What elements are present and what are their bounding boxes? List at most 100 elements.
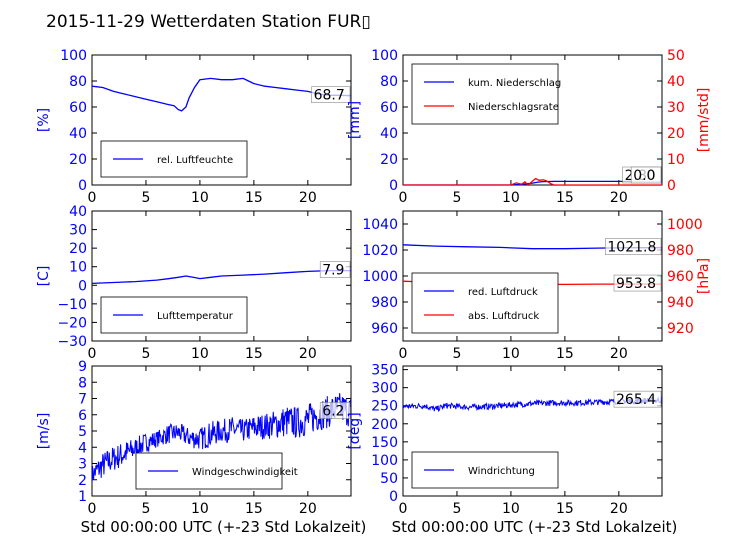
y-tick-label: 0 — [389, 489, 398, 505]
legend-label: red. Luftdruck — [468, 287, 538, 298]
y2-tick-label: 920 — [667, 321, 694, 337]
x-tick-label: 15 — [245, 501, 263, 517]
y-tick-label: 20 — [69, 152, 87, 168]
value-label-box — [630, 166, 662, 184]
legend-label: Windrichtung — [468, 466, 535, 477]
y-tick-label: 0 — [78, 278, 87, 294]
y-tick-label: 20 — [380, 152, 398, 168]
y-tick-label: 0 — [78, 178, 87, 194]
value-label-box — [613, 274, 662, 292]
y-tick-label: 80 — [69, 74, 87, 90]
value-label-box — [319, 402, 351, 419]
x-tick-label: 10 — [191, 501, 209, 517]
x-tick-label: 20 — [299, 501, 317, 517]
legend-box — [411, 272, 559, 334]
y-axis-label: [deg] — [347, 412, 363, 449]
x-tick-label: 10 — [191, 190, 209, 206]
y-tick-label: 1020 — [362, 243, 398, 259]
legend: Windgeschwindigkeit — [135, 452, 298, 490]
y-tick-label: 10 — [69, 260, 87, 276]
y-tick-label: 7 — [78, 392, 87, 408]
x-tick-label: 20 — [610, 501, 628, 517]
value-label: 68.7 — [314, 88, 345, 104]
panel-humidity: 0 5 10 15 20 0 20 40 60 80 100 [%] 68.7 rel. Luftfeuc… — [36, 48, 352, 206]
y-tick-label: 960 — [371, 321, 398, 337]
x-tick-label: 15 — [556, 346, 574, 362]
y-tick-label: 4 — [78, 440, 87, 456]
y-tick-label: 9 — [78, 359, 87, 375]
x-tick-label: 5 — [452, 501, 461, 517]
panel-temperature: 0 5 10 15 20 −30 −20 −10 0 10 20 30 40 [C] 7.9 Lufttemp… — [36, 204, 352, 362]
legend-label: Windgeschwindigkeit — [192, 467, 298, 478]
value-label: 7.9 — [322, 263, 344, 279]
legend: kum. Niederschlag Niederschlagsrate — [411, 63, 561, 125]
x-tick-label: 0 — [88, 190, 97, 206]
x-tick-label: 10 — [502, 190, 520, 206]
legend-label: kum. Niederschlag — [468, 78, 561, 89]
x-tick-label: 5 — [141, 501, 150, 517]
value-label: 0.0 — [633, 168, 655, 184]
y-tick-label: 100 — [371, 453, 398, 469]
x-tick-label: 0 — [88, 501, 97, 517]
x-tick-label: 0 — [88, 346, 97, 362]
y2-axis-label: [mm/std] — [696, 88, 712, 153]
x-tick-label: 10 — [502, 501, 520, 517]
figure-title: 2015-11-29 Wetterdaten Station FUR▯ — [46, 12, 371, 32]
x-tick-label: 5 — [141, 190, 150, 206]
value-label-box — [319, 261, 351, 278]
legend-label: rel. Luftfeuchte — [157, 155, 233, 166]
y2-tick-label: 1000 — [667, 217, 703, 233]
panel-pressure: 0 5 10 15 20 960 980 1000 1020 1040 920 940 960 980 10… — [362, 210, 712, 362]
y-tick-label: 1040 — [362, 217, 398, 233]
legend: rel. Luftfeuchte — [100, 140, 248, 178]
value-label-box — [613, 390, 662, 408]
x-tick-label: 20 — [610, 346, 628, 362]
y-tick-label: 60 — [69, 100, 87, 116]
x-tick-label: 10 — [191, 346, 209, 362]
x-tick-label: 0 — [399, 190, 408, 206]
value-label: 953.8 — [616, 276, 656, 292]
y-tick-label: 80 — [380, 74, 398, 90]
y-tick-label: 1000 — [362, 269, 398, 285]
y-tick-label: −20 — [57, 315, 87, 331]
legend: Lufttemperatur — [100, 296, 248, 334]
x-axis-label: Std 00:00:00 UTC (+-23 Std Lokalzeit) — [392, 518, 678, 536]
y-axis-label: [C] — [36, 266, 52, 287]
y-tick-label: −10 — [57, 297, 87, 313]
value-label-box — [605, 238, 662, 255]
legend-label: Lufttemperatur — [157, 311, 234, 322]
y-axis-label: [mm] — [347, 101, 363, 139]
plot-area — [92, 393, 351, 485]
x-tick-label: 15 — [245, 346, 263, 362]
y-tick-label: 980 — [371, 295, 398, 311]
legend-box — [411, 63, 559, 125]
y-tick-label: 8 — [78, 375, 87, 391]
x-tick-label: 5 — [452, 190, 461, 206]
y-tick-label: 60 — [380, 100, 398, 116]
y-tick-label: 30 — [69, 223, 87, 239]
y-tick-label: 5 — [78, 424, 87, 440]
series-line — [92, 77, 351, 112]
value-label: 6.2 — [322, 404, 344, 420]
series-line — [92, 269, 351, 285]
y2-axis-label: [hPa] — [696, 258, 712, 294]
y-tick-label: 0 — [389, 178, 398, 194]
y-tick-label: 1 — [78, 489, 87, 505]
x-tick-label: 15 — [556, 190, 574, 206]
y-axis-label: [%] — [36, 108, 52, 132]
y-tick-label: 40 — [380, 126, 398, 142]
y-tick-label: 150 — [371, 435, 398, 451]
y2-tick-label: 960 — [667, 269, 694, 285]
y2-tick-label: 50 — [667, 48, 685, 64]
y-tick-label: 100 — [371, 48, 398, 64]
series-line — [403, 177, 662, 185]
y2-tick-label: 940 — [667, 295, 694, 311]
legend-label: abs. Luftdruck — [468, 311, 539, 322]
y-axis-label: [m/s] — [36, 413, 52, 450]
x-axis-label: Std 00:00:00 UTC (+-23 Std Lokalzeit) — [81, 518, 367, 536]
legend-label: Niederschlagsrate — [468, 102, 559, 113]
x-tick-label: 20 — [299, 190, 317, 206]
